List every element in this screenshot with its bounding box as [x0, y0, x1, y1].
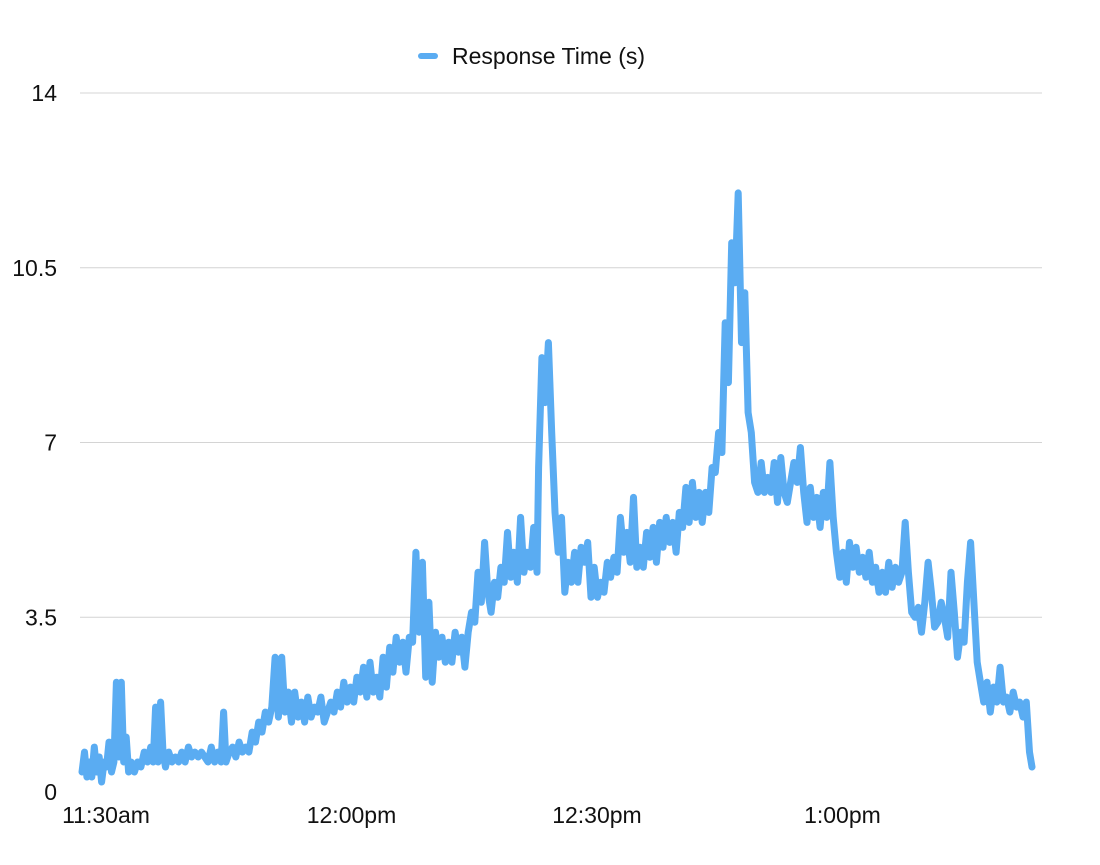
x-tick-label: 12:30pm [552, 802, 642, 828]
x-tick-label: 11:30am [62, 802, 150, 828]
legend: Response Time (s) [418, 42, 645, 70]
y-tick-label: 14 [31, 80, 57, 106]
x-tick-label: 12:00pm [307, 802, 397, 828]
series-layer [78, 189, 1036, 786]
legend-swatch [418, 53, 438, 59]
series-line-response-time [78, 189, 1036, 786]
y-tick-label: 10.5 [12, 255, 57, 281]
x-axis-tick-labels: 11:30am 12:00pm 12:30pm 1:00pm [62, 802, 881, 828]
y-tick-label: 7 [44, 430, 57, 456]
y-tick-label: 3.5 [25, 604, 57, 630]
legend-label: Response Time (s) [452, 42, 646, 69]
x-tick-label: 1:00pm [804, 802, 881, 828]
y-axis-tick-labels: 0 3.5 7 10.5 14 [12, 80, 57, 805]
grid-lines [80, 92, 1042, 618]
y-tick-label: 0 [44, 779, 57, 805]
